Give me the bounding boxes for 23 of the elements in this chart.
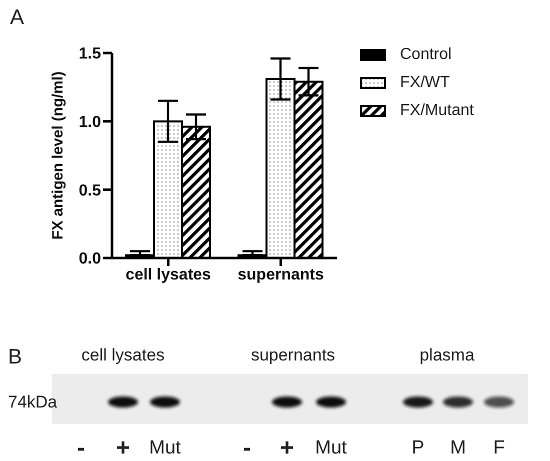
text: +: [116, 434, 130, 461]
y-tick-label: 0.0: [78, 250, 102, 268]
legend-label: FX/Mutant: [400, 102, 474, 120]
legend-label: Control: [400, 46, 452, 64]
text: +: [280, 434, 294, 461]
chart-title: A: [10, 6, 24, 30]
y-tick-label: 1.0: [78, 114, 102, 132]
text: supernants: [250, 346, 336, 364]
text: M: [450, 438, 466, 458]
text: -: [243, 434, 251, 461]
legend-label: FX/WT: [400, 74, 450, 92]
text: Mut: [315, 438, 348, 458]
text: B: [8, 346, 22, 368]
y-tick-label: 0.5: [78, 182, 102, 200]
text: cell lysates: [81, 346, 165, 364]
text: 74kDa: [8, 392, 58, 412]
text: Mut: [149, 438, 182, 458]
text: P: [412, 438, 424, 458]
y-tick-label: 1.5: [78, 46, 102, 63]
text: -: [77, 434, 85, 461]
text: F: [493, 438, 505, 458]
y-axis-title: FX antigen level (ng/ml): [50, 71, 66, 240]
text: plasma: [420, 346, 475, 364]
